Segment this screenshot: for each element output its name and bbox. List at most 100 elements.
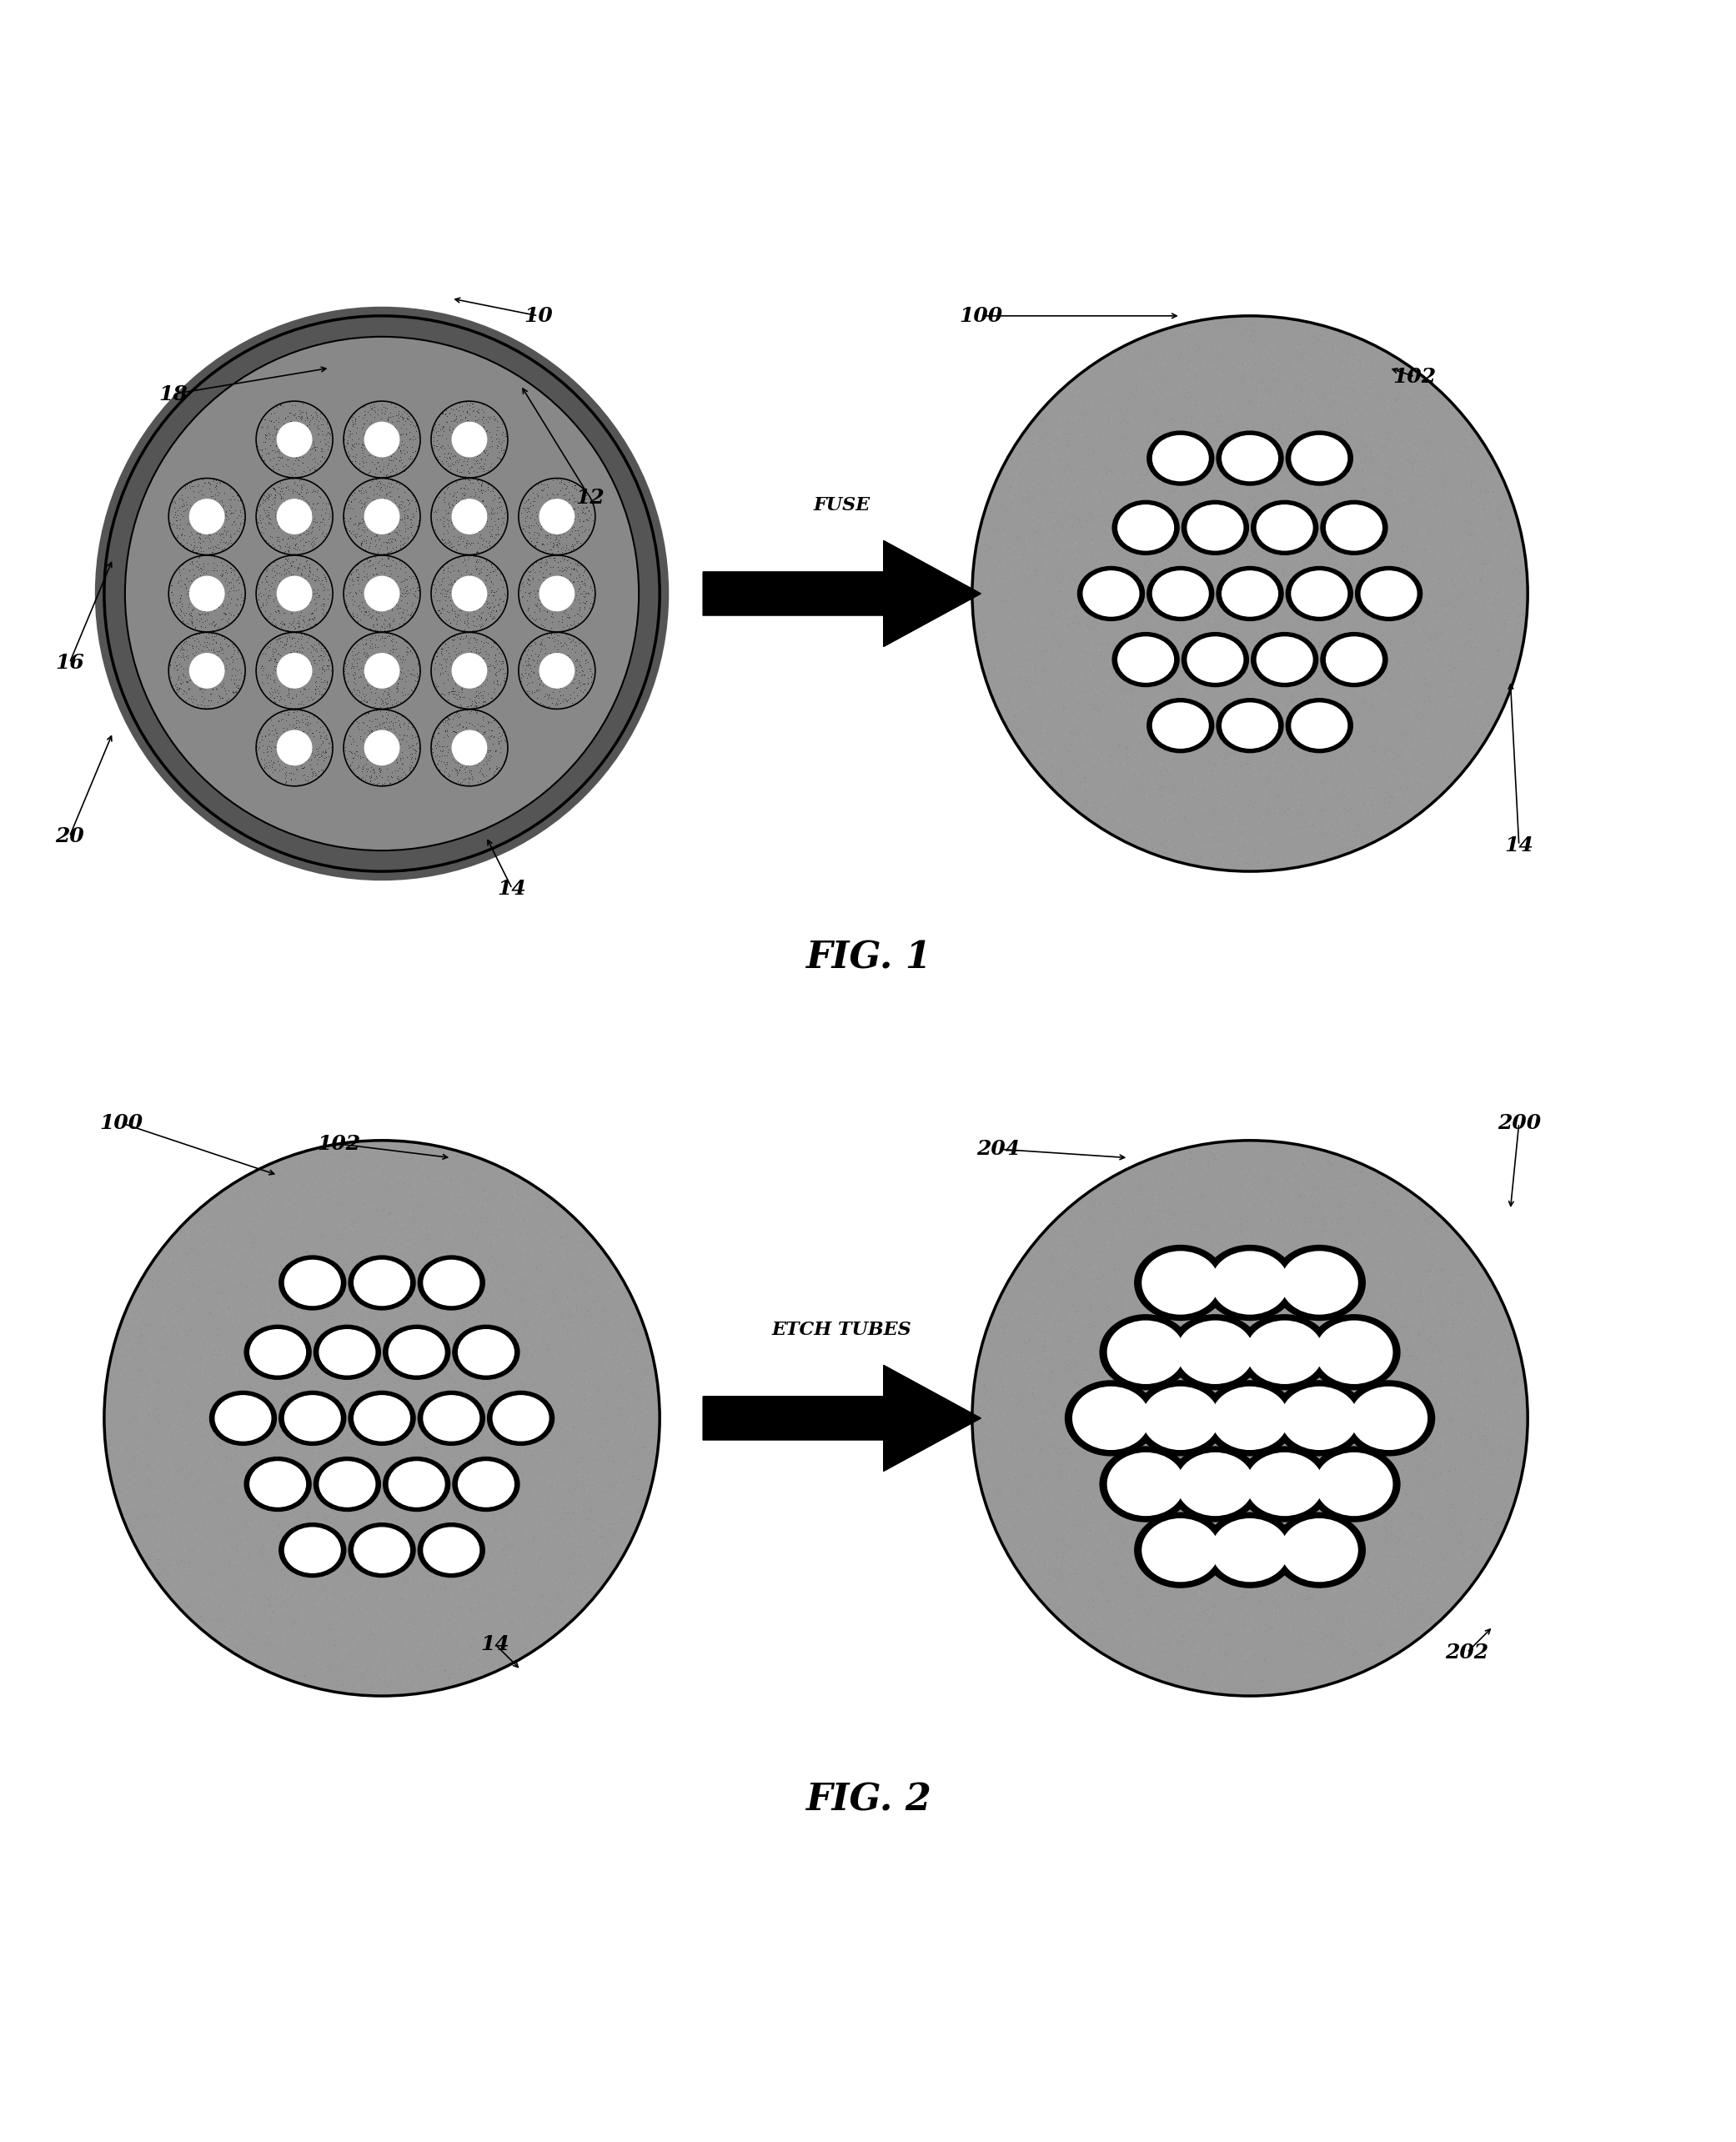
Point (398, 1669, 425, 1703)
Point (1092, 1412, 1120, 1446)
Point (437, 1334, 465, 1369)
Point (1465, 608, 1493, 643)
Point (1259, 850, 1286, 885)
Point (469, 1343, 496, 1377)
Point (1253, 1484, 1281, 1519)
Point (1292, 801, 1319, 835)
Point (1323, 818, 1351, 853)
Point (1024, 572, 1052, 606)
Point (464, 741, 491, 775)
Point (1286, 758, 1314, 793)
Point (1233, 737, 1260, 771)
Point (464, 1332, 491, 1367)
Point (1142, 722, 1170, 756)
Point (1233, 548, 1260, 583)
Point (429, 1251, 457, 1285)
Point (1050, 1236, 1078, 1270)
Point (1267, 1521, 1295, 1555)
Point (425, 568, 453, 602)
Point (389, 1140, 417, 1174)
Point (1182, 394, 1210, 428)
Point (1441, 1414, 1469, 1448)
Point (509, 1347, 536, 1382)
Point (1392, 589, 1420, 623)
Point (517, 1330, 545, 1364)
Point (377, 1557, 404, 1592)
Point (1453, 1461, 1481, 1495)
Point (1344, 351, 1371, 386)
Point (1321, 570, 1349, 604)
Point (1121, 1185, 1149, 1219)
Point (241, 1645, 269, 1679)
Point (342, 1544, 370, 1579)
Point (295, 585, 323, 619)
Point (1279, 1564, 1307, 1598)
Point (139, 1270, 167, 1304)
Point (627, 1364, 654, 1399)
Point (1429, 595, 1457, 630)
Point (1207, 1472, 1234, 1506)
Point (1066, 1617, 1094, 1651)
Point (297, 1253, 325, 1287)
Point (1267, 1594, 1295, 1628)
Point (1191, 773, 1219, 808)
Point (181, 525, 208, 559)
Point (285, 394, 312, 428)
Point (1016, 625, 1043, 660)
Point (1371, 471, 1399, 506)
Ellipse shape (1147, 698, 1213, 752)
Point (1175, 1328, 1203, 1362)
Point (267, 1538, 295, 1572)
Point (264, 1585, 292, 1619)
Point (1262, 568, 1290, 602)
Point (1387, 1611, 1415, 1645)
Point (1130, 1553, 1158, 1587)
Point (630, 1474, 658, 1508)
Point (1210, 383, 1238, 418)
Point (1217, 1677, 1245, 1711)
Point (196, 643, 224, 677)
Point (457, 760, 484, 795)
Point (387, 1628, 415, 1662)
Point (229, 568, 257, 602)
Point (1364, 1604, 1392, 1639)
Point (1088, 1472, 1116, 1506)
Point (427, 1424, 455, 1459)
Point (602, 1514, 630, 1549)
Point (500, 1574, 528, 1609)
Point (470, 493, 498, 527)
Point (330, 1360, 358, 1394)
Text: 100: 100 (99, 1114, 144, 1133)
Point (1029, 750, 1057, 784)
Point (1363, 1264, 1391, 1298)
Point (1003, 595, 1031, 630)
Point (1054, 600, 1082, 634)
Point (1137, 431, 1165, 465)
Point (382, 563, 410, 598)
Point (1189, 1656, 1217, 1690)
Point (1283, 315, 1311, 349)
Point (441, 1328, 469, 1362)
Point (1243, 358, 1271, 392)
Point (1130, 484, 1158, 518)
Point (288, 1377, 316, 1412)
Point (1186, 675, 1213, 709)
Point (1378, 1493, 1406, 1527)
Point (330, 1307, 358, 1341)
Point (1234, 1536, 1262, 1570)
Point (307, 677, 335, 711)
Point (385, 707, 413, 741)
Point (1269, 1405, 1297, 1439)
Point (1236, 670, 1264, 705)
Point (502, 1446, 529, 1480)
Point (1429, 1379, 1457, 1414)
Point (387, 1277, 415, 1311)
Point (179, 1484, 207, 1519)
Point (179, 574, 207, 608)
Point (1219, 1480, 1246, 1514)
Point (1175, 1210, 1203, 1245)
Point (1080, 1617, 1108, 1651)
Point (1123, 1200, 1151, 1234)
Point (1253, 797, 1281, 831)
Point (352, 1339, 380, 1373)
